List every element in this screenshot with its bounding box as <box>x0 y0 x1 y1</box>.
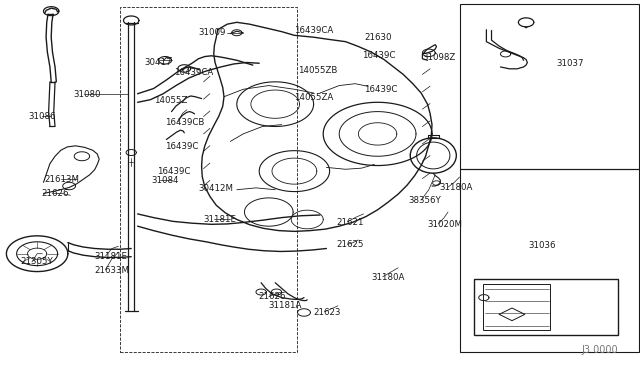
Text: 38356Y: 38356Y <box>408 196 441 205</box>
Text: 21626: 21626 <box>259 292 286 301</box>
Text: 21305Y: 21305Y <box>20 257 53 266</box>
Text: 21613M: 21613M <box>45 175 80 184</box>
Text: 30417: 30417 <box>144 58 172 67</box>
Bar <box>460 169 639 352</box>
Text: 31181E: 31181E <box>95 252 128 261</box>
Text: 21630: 21630 <box>365 33 392 42</box>
Text: J3 0000: J3 0000 <box>581 346 618 355</box>
Text: 21626: 21626 <box>42 189 69 198</box>
Bar <box>460 4 639 169</box>
Text: 31086: 31086 <box>29 112 56 121</box>
Text: 16439C: 16439C <box>362 51 395 60</box>
Text: 16439C: 16439C <box>364 85 397 94</box>
Text: 31036: 31036 <box>529 241 556 250</box>
Text: 31020M: 31020M <box>428 220 463 229</box>
Text: 21625: 21625 <box>337 240 364 249</box>
Text: 16439CA: 16439CA <box>174 68 213 77</box>
Text: 21633M: 21633M <box>95 266 130 275</box>
Text: 31080: 31080 <box>74 90 101 99</box>
Text: 16439C: 16439C <box>165 142 198 151</box>
Text: 14055ZB: 14055ZB <box>298 66 337 75</box>
Text: 21623: 21623 <box>314 308 341 317</box>
Text: 16439CA: 16439CA <box>294 26 333 35</box>
Text: 31180A: 31180A <box>371 273 404 282</box>
Text: 21621: 21621 <box>337 218 364 227</box>
Text: 31180A: 31180A <box>439 183 472 192</box>
Text: 31181E: 31181E <box>204 215 237 224</box>
Bar <box>120 7 297 352</box>
Text: 16439CB: 16439CB <box>165 118 205 126</box>
Text: 14055ZA: 14055ZA <box>294 93 333 102</box>
Text: 14055Z: 14055Z <box>154 96 187 105</box>
Bar <box>474 279 618 335</box>
Bar <box>483 284 550 330</box>
Text: 31009: 31009 <box>198 28 226 37</box>
Text: 31098Z: 31098Z <box>422 53 456 62</box>
Text: 31037: 31037 <box>557 59 584 68</box>
Text: 16439C: 16439C <box>157 167 191 176</box>
Text: 30412M: 30412M <box>198 184 234 193</box>
Text: 31084: 31084 <box>152 176 179 185</box>
Text: 31181A: 31181A <box>269 301 302 310</box>
